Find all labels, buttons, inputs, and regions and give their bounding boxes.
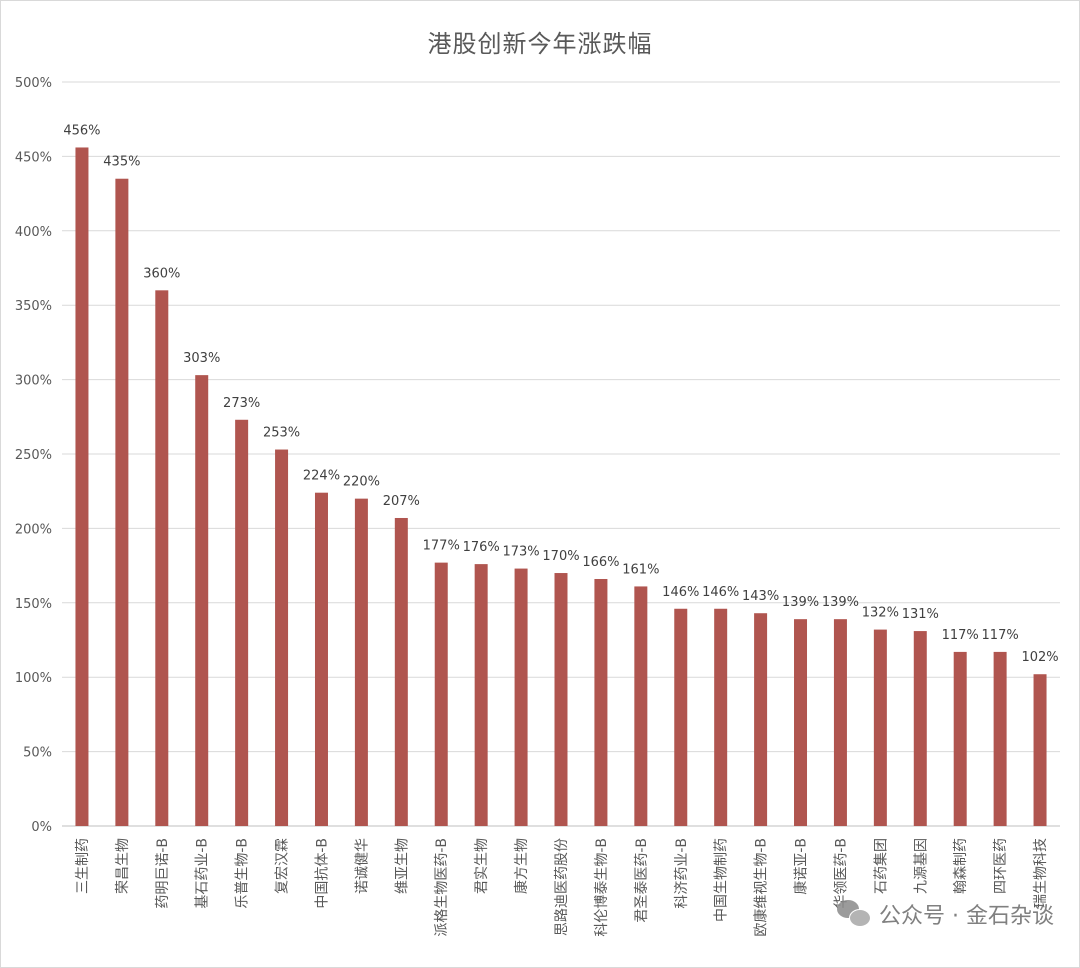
x-tick-label: 翰森制药 <box>953 838 969 894</box>
bar <box>833 619 847 826</box>
y-tick-label: 150% <box>15 597 52 612</box>
bar <box>674 608 688 826</box>
x-axis-ticks: 三生制药 荣昌生物 药明巨诺-B 基石药业-B 乐普生物-B 复宏汉霖 中国抗体-B 诺诚健华… <box>75 838 1049 937</box>
x-tick-label: 诺诚健华 <box>354 838 370 894</box>
x-tick-label: 科伦博泰生物-B <box>593 838 610 937</box>
x-tick-label: 科济药业-B <box>674 838 690 909</box>
bar <box>155 290 169 826</box>
x-tick-label: 中国抗体-B <box>314 838 330 909</box>
data-label: 117% <box>982 628 1019 643</box>
bar <box>275 449 289 826</box>
x-tick-label: 君实生物 <box>474 838 490 894</box>
data-label: 161% <box>622 562 659 577</box>
y-tick-label: 350% <box>15 299 52 314</box>
x-tick-label: 四环医药 <box>993 838 1009 894</box>
y-tick-label: 500% <box>15 76 52 91</box>
data-label: 456% <box>63 123 100 138</box>
chart-title: 港股创新今年涨跌幅 <box>427 30 653 58</box>
bar <box>514 568 528 826</box>
data-label: 253% <box>263 426 300 441</box>
data-labels: 456% 435% 360% 303% 273%253% 224% 220%207% 177%… <box>63 123 1058 665</box>
bar <box>913 631 927 826</box>
x-tick-label: 三生制药 <box>75 838 91 894</box>
bar <box>115 178 129 827</box>
watermark-text: 公众号 · 金石杂谈 <box>879 904 1054 929</box>
x-tick-label: 九源基因 <box>912 838 929 894</box>
y-tick-label: 450% <box>15 150 52 165</box>
y-tick-label: 250% <box>15 448 52 463</box>
data-label: 146% <box>662 585 699 600</box>
y-tick-label: 100% <box>15 671 52 686</box>
data-label: 139% <box>782 595 819 610</box>
bar <box>354 498 368 826</box>
bar <box>474 564 488 826</box>
data-label: 143% <box>742 589 779 604</box>
data-label: 102% <box>1021 650 1058 665</box>
bar <box>235 419 249 826</box>
bar <box>554 573 568 826</box>
watermark: 公众号 · 金石杂谈 <box>837 898 1054 930</box>
bar <box>634 586 648 826</box>
bars <box>75 147 1047 827</box>
x-tick-label: 荣昌生物 <box>115 838 131 894</box>
data-label: 303% <box>183 351 220 366</box>
data-label: 207% <box>383 494 420 509</box>
bar <box>195 375 209 826</box>
y-tick-label: 400% <box>15 225 52 240</box>
data-label: 170% <box>542 549 579 564</box>
gridlines <box>62 81 1060 827</box>
x-tick-label: 复宏汉霖 <box>274 838 291 894</box>
data-label: 117% <box>942 628 979 643</box>
data-label: 173% <box>502 545 539 560</box>
bar <box>993 651 1007 826</box>
x-tick-label: 思路迪医药股份 <box>554 838 570 936</box>
x-tick-label: 药明巨诺-B <box>155 838 171 909</box>
y-tick-label: 200% <box>15 522 52 537</box>
data-label: 166% <box>582 555 619 570</box>
bar <box>873 629 887 826</box>
bar <box>714 608 728 826</box>
x-tick-label: 华领医药-B <box>833 838 849 909</box>
x-tick-label: 君圣泰医药-B <box>634 838 650 923</box>
data-label: 220% <box>343 475 380 490</box>
data-label: 139% <box>822 595 859 610</box>
data-label: 224% <box>303 469 340 484</box>
y-axis-ticks: 0% 50% 100% 150% 200% 250% 300% 350% 400% 450% 500… <box>15 76 52 835</box>
x-tick-label: 基石药业-B <box>194 838 211 909</box>
x-tick-label: 欧康维视生物-B <box>753 838 770 937</box>
data-label: 146% <box>702 585 739 600</box>
x-tick-label: 中国生物制药 <box>714 838 730 922</box>
y-tick-label: 300% <box>15 374 52 389</box>
x-tick-label: 康方生物 <box>513 838 530 894</box>
x-tick-label: 派格生物医药-B <box>434 838 450 937</box>
data-label: 176% <box>463 540 500 555</box>
bar <box>75 147 89 827</box>
bar <box>953 651 967 826</box>
data-label: 132% <box>862 606 899 621</box>
x-tick-label: 乐普生物-B <box>235 838 251 909</box>
bar <box>794 619 808 826</box>
wechat-icon <box>837 900 872 928</box>
y-tick-label: 50% <box>23 746 52 761</box>
bar <box>434 562 448 826</box>
bar <box>754 613 768 826</box>
x-tick-label: 康诺亚-B <box>793 838 810 895</box>
data-label: 273% <box>223 396 260 411</box>
x-tick-label: 石药集团 <box>872 838 889 894</box>
data-label: 177% <box>423 539 460 554</box>
bar <box>594 578 608 826</box>
y-tick-label: 0% <box>31 820 52 835</box>
bar <box>1033 674 1047 826</box>
data-label: 131% <box>902 607 939 622</box>
bar <box>394 517 408 826</box>
bar <box>314 492 328 826</box>
x-tick-label: 维亚生物 <box>394 838 410 894</box>
data-label: 435% <box>103 155 140 170</box>
data-label: 360% <box>143 266 180 281</box>
x-tick-label: 瑞生物科技 <box>1033 838 1049 908</box>
